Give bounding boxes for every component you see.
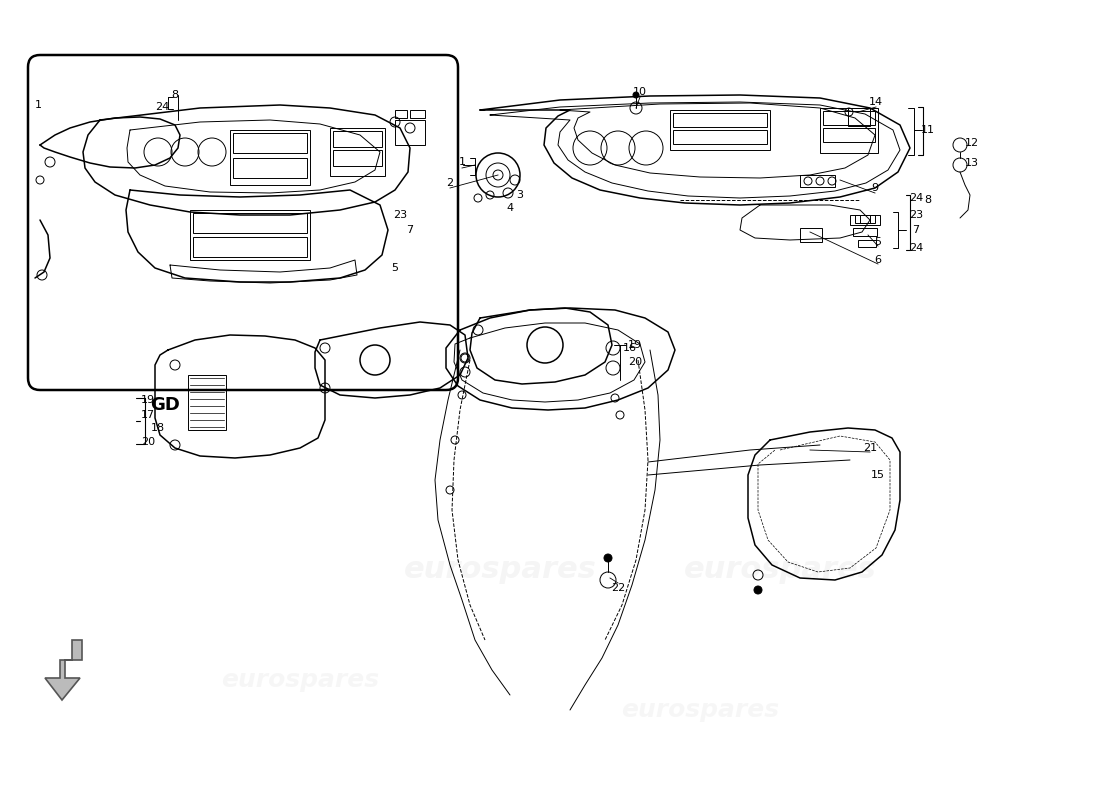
Bar (410, 110, 425, 118)
Bar (230, 130, 310, 185)
Circle shape (604, 554, 612, 562)
Bar (330, 128, 385, 176)
Text: 6: 6 (874, 255, 881, 265)
Text: 7: 7 (912, 225, 920, 235)
Text: 19: 19 (628, 340, 642, 350)
Text: eurospares: eurospares (221, 668, 380, 692)
FancyBboxPatch shape (28, 55, 458, 390)
Text: 20: 20 (141, 437, 155, 447)
Bar (233, 133, 307, 153)
Bar (823, 111, 874, 125)
Text: 3: 3 (517, 190, 524, 200)
Text: 15: 15 (871, 470, 886, 480)
Text: 23: 23 (909, 210, 923, 220)
Text: 24: 24 (909, 243, 923, 253)
Bar (190, 210, 310, 260)
Text: 5: 5 (874, 237, 881, 247)
Text: 7: 7 (406, 225, 414, 235)
Text: eurospares: eurospares (683, 555, 877, 585)
Text: 20: 20 (628, 357, 642, 367)
Text: 1: 1 (34, 100, 42, 110)
Bar (188, 375, 226, 430)
Bar (855, 215, 875, 223)
Bar (848, 108, 870, 126)
Bar (673, 113, 767, 127)
Text: 14: 14 (869, 97, 883, 107)
Text: 18: 18 (151, 423, 165, 433)
Circle shape (632, 92, 639, 98)
Text: 11: 11 (921, 125, 935, 135)
Text: GD: GD (150, 396, 180, 414)
Bar (852, 228, 877, 236)
Text: 9: 9 (871, 183, 879, 193)
Text: eurospares: eurospares (111, 298, 270, 322)
Text: 5: 5 (392, 263, 398, 273)
Bar (333, 131, 382, 147)
Text: 19: 19 (141, 395, 155, 405)
Text: eurospares: eurospares (620, 698, 779, 722)
Text: 23: 23 (393, 210, 407, 220)
Text: 16: 16 (623, 343, 637, 353)
Bar (800, 175, 835, 187)
Bar (192, 237, 307, 257)
Bar (233, 158, 307, 178)
Text: 22: 22 (610, 583, 625, 593)
Bar (858, 240, 876, 247)
Bar (800, 228, 822, 242)
Bar (395, 120, 425, 145)
Text: 17: 17 (141, 410, 155, 420)
Bar (333, 150, 382, 166)
Text: 21: 21 (862, 443, 877, 453)
Text: 1: 1 (459, 157, 465, 167)
Polygon shape (45, 640, 82, 700)
Bar (673, 130, 767, 144)
Circle shape (754, 586, 762, 594)
Text: 24: 24 (155, 102, 169, 112)
Bar (850, 215, 880, 225)
Bar (192, 213, 307, 233)
Text: 8: 8 (924, 195, 932, 205)
Text: 2: 2 (447, 178, 453, 188)
Bar (860, 215, 870, 223)
Bar (823, 128, 874, 142)
Text: 4: 4 (506, 203, 514, 213)
Text: 12: 12 (965, 138, 979, 148)
Bar (820, 108, 878, 153)
Text: 10: 10 (632, 87, 647, 97)
Bar (670, 110, 770, 150)
Text: 24: 24 (909, 193, 923, 203)
Text: 13: 13 (965, 158, 979, 168)
Bar (395, 110, 407, 118)
Text: eurospares: eurospares (404, 555, 596, 585)
Text: 8: 8 (172, 90, 178, 100)
